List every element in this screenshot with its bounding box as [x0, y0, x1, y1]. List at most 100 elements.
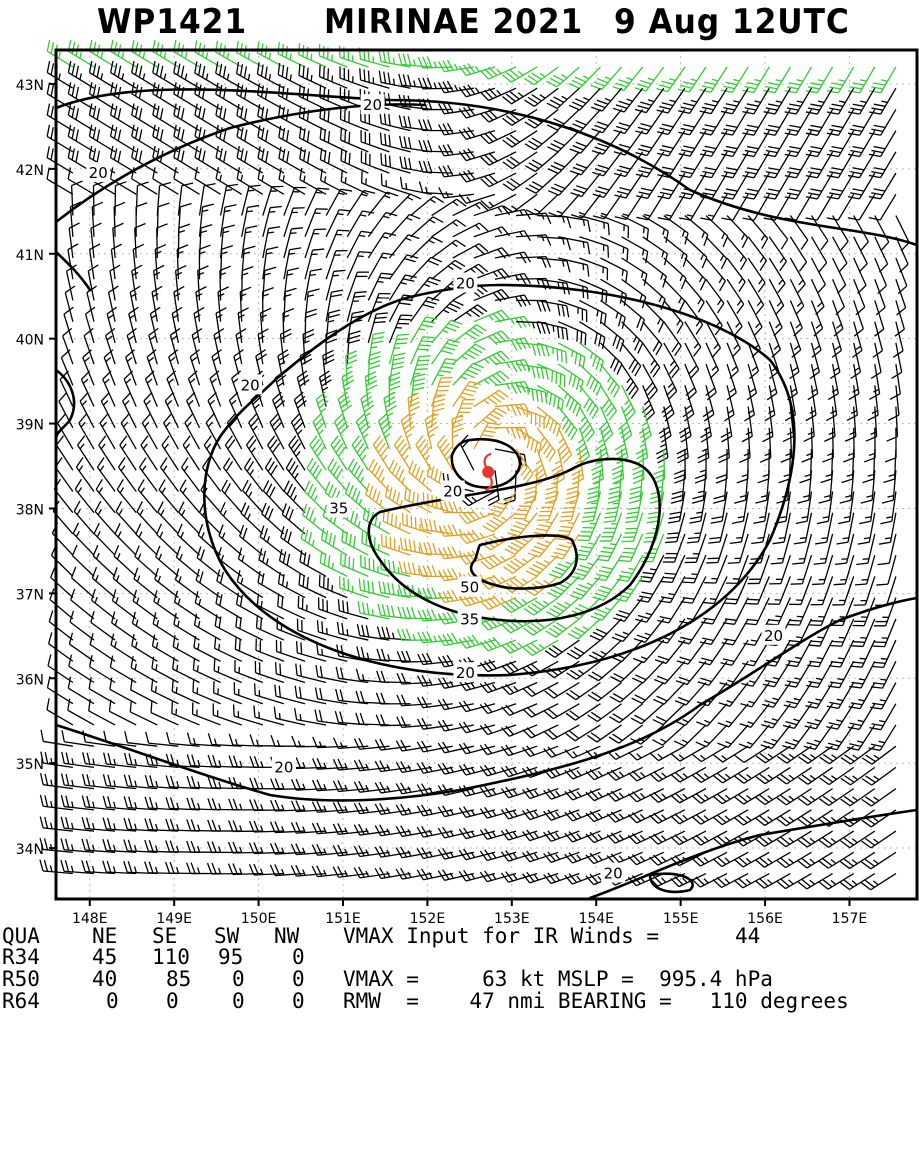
wind-barb	[501, 787, 537, 798]
wind-barb	[516, 213, 551, 224]
wind-barb	[79, 414, 94, 449]
wind-barb	[439, 187, 474, 197]
wind-barb	[713, 767, 748, 783]
wind-barb	[544, 746, 580, 757]
wind-barb	[481, 88, 517, 100]
wind-barb	[341, 128, 369, 151]
wind-barb	[352, 436, 368, 471]
wind-barb	[664, 237, 687, 267]
lat-tick-label: 37N	[16, 587, 44, 603]
wind-barb	[270, 414, 284, 449]
wind-barb	[852, 322, 861, 358]
wind-barb	[111, 244, 121, 279]
wind-barb	[104, 350, 115, 386]
r50-label: R50	[2, 968, 40, 990]
wind-barb	[75, 479, 94, 512]
wind-barb	[240, 525, 263, 555]
wind-barb	[675, 683, 706, 705]
wind-barb	[523, 872, 559, 883]
wind-barb	[212, 350, 221, 386]
wind-barb	[459, 510, 495, 524]
wind-barb	[706, 343, 718, 378]
wind-barb	[587, 725, 621, 742]
wind-barb	[756, 810, 791, 826]
wind-barb	[165, 392, 178, 427]
wind-barb	[734, 874, 769, 888]
wind-barb	[480, 724, 516, 735]
wind-barb	[777, 852, 812, 867]
wind-barb	[244, 458, 262, 492]
wind-barb	[811, 258, 825, 293]
wind-barb	[273, 392, 285, 428]
wind-barb	[788, 598, 812, 626]
wind-barb	[713, 810, 748, 825]
wind-barb	[256, 639, 284, 662]
wind-barb	[83, 350, 94, 386]
wind-barb	[503, 194, 537, 212]
r34-nw: 0	[292, 946, 305, 968]
wind-barb	[873, 619, 896, 647]
wind-barb	[854, 258, 866, 294]
wind-barb	[523, 683, 558, 697]
wind-barb	[140, 458, 158, 492]
wind-barb	[141, 436, 157, 470]
wind-barb	[480, 682, 516, 693]
lon-tick-label: 156E	[747, 911, 783, 925]
contour-label: 20	[363, 96, 382, 114]
lat-tick-label: 43N	[16, 78, 44, 94]
vmax-input-text: VMAX Input for IR Winds =	[343, 925, 659, 947]
wind-barb	[137, 501, 157, 533]
wind-barb	[208, 392, 221, 427]
wind-barb	[93, 545, 115, 576]
wind-barb	[734, 852, 769, 867]
wind-barb	[380, 133, 410, 152]
wind-barb	[305, 481, 326, 513]
wind-barb	[631, 704, 664, 724]
wind-barb	[411, 257, 442, 279]
wind-barb	[755, 852, 790, 867]
wind-barb	[193, 703, 221, 725]
wind-barb	[628, 789, 663, 802]
wind-barb	[180, 480, 199, 513]
wind-barb	[178, 524, 200, 555]
wind-barb	[871, 661, 896, 688]
wind-barb	[323, 350, 334, 385]
wind-barb	[565, 852, 601, 863]
wind-barb	[697, 683, 727, 706]
wind-barb	[76, 457, 94, 491]
wind-barb	[193, 658, 220, 682]
wind-barb	[90, 40, 116, 67]
wind-barb	[607, 810, 643, 822]
wind-barb	[811, 300, 822, 336]
wind-barb	[90, 244, 100, 279]
wind-barb	[600, 237, 627, 261]
wind-barb	[565, 874, 601, 885]
wind-barb	[789, 576, 811, 604]
wind-barb	[480, 703, 516, 714]
wind-barb	[841, 789, 875, 806]
wind-barb	[437, 435, 452, 470]
wind-barb	[80, 393, 94, 428]
wind-barb	[566, 683, 600, 700]
wind-barb	[246, 436, 262, 471]
wind-barb	[213, 703, 242, 725]
wind-barb	[257, 594, 284, 619]
wind-barb	[748, 300, 762, 335]
wind-barb	[474, 423, 500, 449]
wind-barb	[398, 629, 432, 640]
wind-barb	[650, 810, 685, 823]
wind-barb	[107, 307, 117, 343]
vmax-input-value: 44	[735, 925, 760, 947]
wind-barb	[706, 237, 727, 269]
wind-barb	[874, 598, 896, 626]
wind-barb	[129, 307, 139, 343]
wind-barb	[727, 300, 742, 335]
wind-barb	[862, 767, 896, 785]
wind-barb	[185, 414, 200, 449]
wind-barb	[286, 458, 305, 491]
wind-barb	[190, 350, 199, 386]
wind-barb	[746, 576, 769, 604]
wind-barb	[885, 428, 896, 462]
wind-barb	[769, 300, 782, 335]
wind-barb	[157, 203, 169, 237]
